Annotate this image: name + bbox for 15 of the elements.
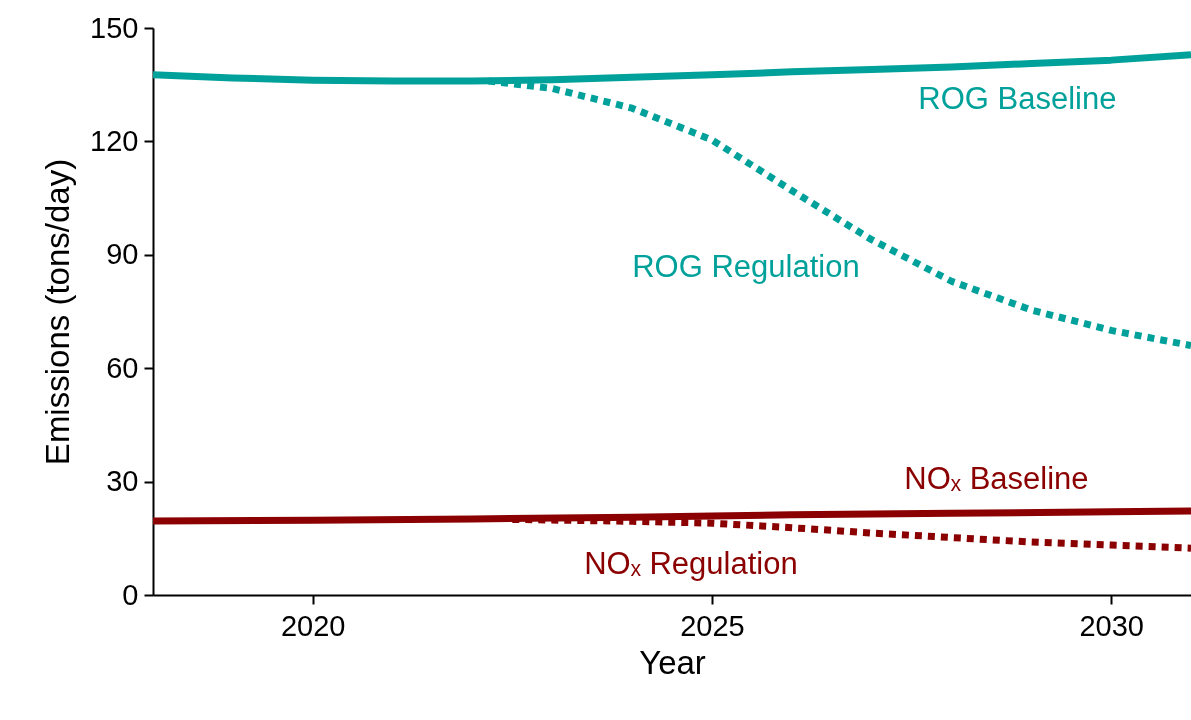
y-tick-label: 0 bbox=[122, 578, 139, 611]
y-tick-label: 90 bbox=[106, 238, 139, 271]
series-label: ROG Regulation bbox=[632, 248, 860, 284]
y-tick-label: 150 bbox=[90, 11, 139, 44]
y-axis-title: Emissions (tons/day) bbox=[39, 158, 77, 466]
series-label: NOₓ Baseline bbox=[904, 461, 1089, 497]
x-axis-title: Year bbox=[639, 643, 706, 681]
series-label: ROG Baseline bbox=[918, 80, 1117, 116]
y-tick-label: 30 bbox=[106, 465, 139, 498]
x-tick-label: 2025 bbox=[680, 609, 745, 642]
y-tick-label: 120 bbox=[90, 124, 139, 157]
y-tick-label: 60 bbox=[106, 351, 139, 384]
x-tick-label: 2030 bbox=[1079, 609, 1144, 642]
series-label: NOₓ Regulation bbox=[584, 546, 798, 582]
x-tick-label: 2020 bbox=[280, 609, 346, 642]
